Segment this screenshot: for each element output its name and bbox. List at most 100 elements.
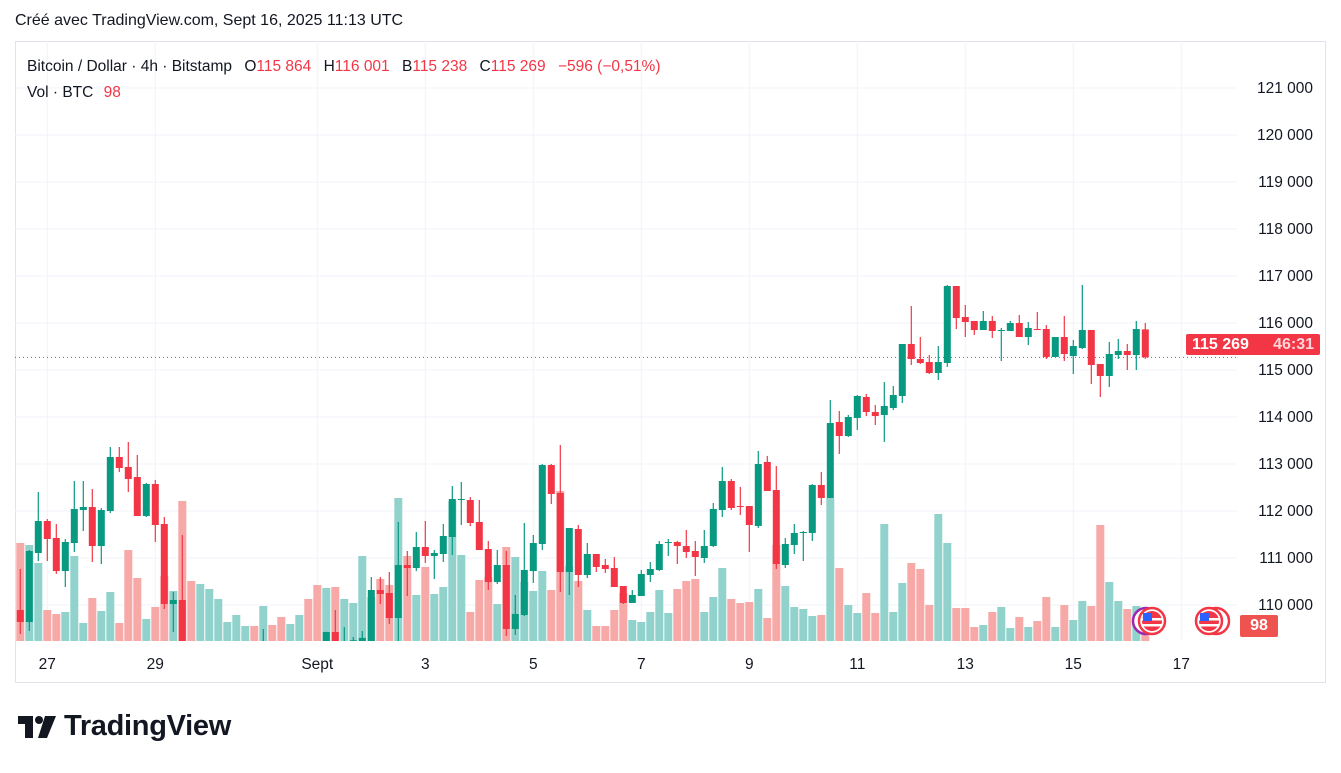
volume-bar [619, 593, 628, 641]
volume-bar [1087, 606, 1096, 641]
symbol-title[interactable]: Bitcoin / Dollar · 4h · Bitstamp [27, 58, 233, 75]
candle-body [1078, 330, 1086, 349]
candle-body [736, 506, 744, 508]
candle-body [907, 344, 915, 360]
candle-body [224, 645, 231, 647]
volume-bar [448, 501, 457, 641]
candle-body [169, 600, 177, 605]
candle-body [817, 485, 825, 498]
volume-bar [1051, 627, 1060, 641]
volume-bar [565, 566, 574, 641]
us-flag-event-icon[interactable] [1194, 606, 1231, 636]
volume-bar [1069, 620, 1078, 641]
candle-body [970, 320, 978, 331]
volume-bar [835, 568, 844, 641]
volume-bar [457, 555, 466, 641]
volume-bar [745, 602, 754, 641]
candle-body [242, 643, 249, 644]
tradingview-logo[interactable]: TradingView [18, 710, 231, 743]
volume-bar [61, 612, 70, 641]
volume-bar [70, 556, 79, 641]
candle-body [988, 320, 996, 331]
candle-body [349, 640, 357, 641]
volume-bar [547, 590, 556, 641]
volume-bar [709, 597, 718, 641]
volume-bar [763, 618, 772, 641]
volume-bar [1042, 597, 1051, 641]
last-price-badge: 115 269 46:31 [1186, 334, 1320, 355]
volume-bar [97, 611, 106, 641]
candle-body [61, 542, 69, 572]
candle-body [916, 359, 924, 363]
volume-bar [421, 567, 430, 641]
candle-body [511, 613, 519, 630]
volume-bar [727, 599, 736, 641]
tradingview-logo-text: TradingView [64, 710, 231, 742]
candle-body [269, 645, 276, 657]
volume-bar [862, 593, 871, 641]
volume-bar [1015, 617, 1024, 641]
volume-bar [412, 595, 421, 641]
price-axis[interactable]: 110 000 111 000 112 000 113 000 114 000 115 0… [1257, 80, 1313, 614]
volume-bar [124, 550, 133, 641]
event-markers[interactable] [1131, 606, 1231, 636]
volume-bar [1105, 582, 1114, 641]
candle-body [664, 542, 672, 544]
candle-body [925, 362, 933, 374]
candle-body [251, 643, 258, 652]
candle-body [233, 644, 240, 645]
candle-body [871, 412, 879, 417]
time-tick-label: 13 [957, 656, 974, 673]
candle-body [781, 543, 789, 566]
candle-body [287, 661, 294, 670]
volume-bar [889, 612, 898, 641]
candle-body [1015, 322, 1023, 338]
volume-bar [1096, 525, 1105, 641]
candle-body [358, 637, 366, 641]
volume-bar [628, 620, 637, 641]
candle-body [331, 631, 339, 641]
candle-body [556, 492, 564, 573]
volume-bar [880, 524, 889, 641]
candle-body [341, 643, 348, 652]
volume-bar [772, 545, 781, 641]
volume-bar [493, 604, 502, 641]
time-tick-label: 15 [1065, 656, 1082, 673]
volume-bar [1114, 601, 1123, 641]
volume-bar [907, 563, 916, 641]
time-tick-label: 7 [637, 656, 646, 673]
candle-body [1141, 329, 1149, 358]
candle-body [709, 508, 717, 547]
high-label: H [323, 58, 335, 75]
high-value: 116 001 [334, 58, 390, 75]
candle-body [43, 521, 51, 540]
us-flag-event-icon[interactable] [1131, 606, 1167, 636]
candle-body [52, 537, 60, 572]
volume-bar [259, 606, 268, 641]
volume-bar [574, 581, 583, 641]
volume-title[interactable]: Vol · BTC [27, 84, 94, 101]
volume-bar [853, 613, 862, 641]
volume-bar [934, 514, 943, 641]
bar-countdown: 46:31 [1273, 336, 1314, 353]
volume-bar [475, 580, 484, 641]
candle-body [538, 464, 546, 544]
price-tick-label: 117 000 [1258, 268, 1313, 285]
candle-body [790, 532, 798, 545]
volume-bar [151, 607, 160, 641]
volume-badge: 98 [1240, 615, 1278, 637]
time-axis[interactable]: 27 29 Sept 3 5 7 9 11 13 15 17 [39, 656, 1190, 673]
low-label: B [402, 58, 413, 75]
candle-body [475, 521, 483, 551]
volume-bar [700, 612, 709, 641]
volume-bar [637, 622, 646, 641]
volume-bar [106, 592, 115, 641]
candle-body [1006, 322, 1014, 331]
volume-bar [430, 594, 439, 641]
price-tick-label: 116 000 [1258, 315, 1313, 332]
time-tick-label: 11 [849, 656, 865, 673]
candle-body [583, 554, 591, 576]
volume-bar [817, 615, 826, 641]
candle-body [97, 510, 105, 547]
